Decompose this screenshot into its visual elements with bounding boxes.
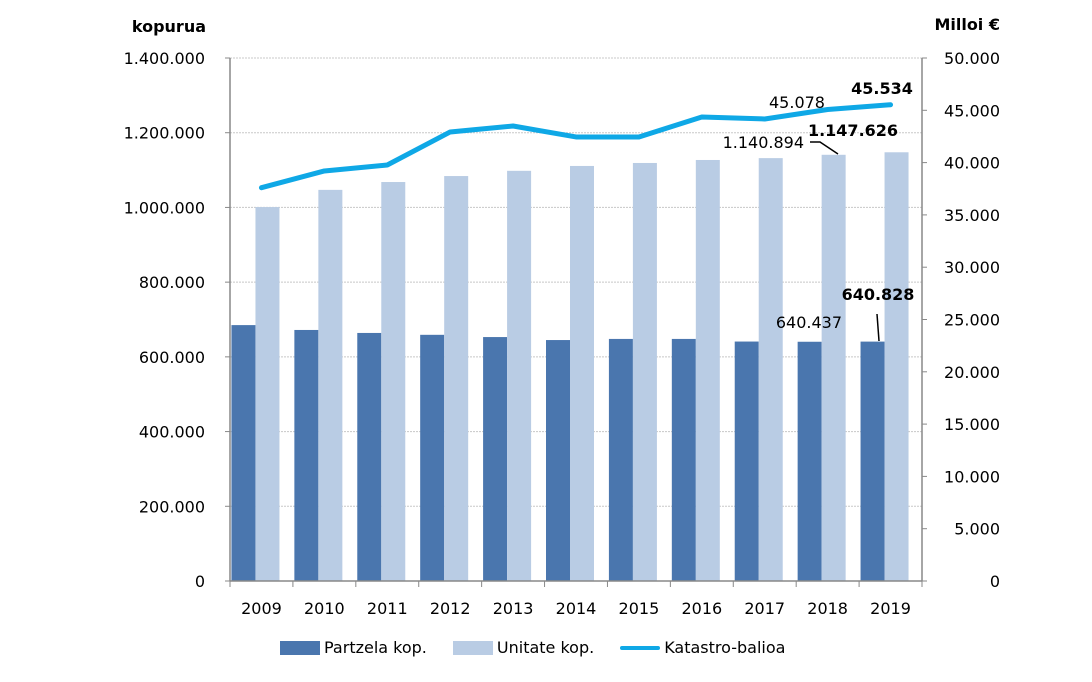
y-tick-label: 0 — [195, 572, 205, 591]
y-tick-label: 800.000 — [139, 273, 205, 292]
y2-tick-label: 50.000 — [944, 49, 1000, 68]
data-label: 45.078 — [769, 93, 825, 112]
bar-unitate — [695, 159, 720, 582]
axes: 0 200.000 400.000 600.000 800.000 1.000.000 1.… — [124, 49, 1000, 618]
y2-tick-label: 20.000 — [944, 363, 1000, 382]
data-label: 1.140.894 — [723, 133, 804, 152]
bar-unitate — [758, 158, 783, 582]
x-tick-label: 2015 — [619, 599, 660, 618]
bar-partzela — [734, 341, 759, 581]
legend-item-katastro: Katastro-balioa — [620, 638, 785, 657]
y2-tick-label: 15.000 — [944, 415, 1000, 434]
legend-swatch-katastro — [620, 645, 661, 650]
line-katastro-balioa — [258, 102, 894, 191]
y2-tick-label: 30.000 — [944, 258, 1000, 277]
y2-tick-label: 10.000 — [944, 467, 1000, 486]
legend-item-partzela: Partzela kop. — [280, 638, 427, 657]
x-tick-label: 2011 — [367, 599, 408, 618]
bar-partzela — [671, 338, 696, 581]
y2-tick-label: 35.000 — [944, 206, 1000, 225]
x-tick-label: 2014 — [556, 599, 597, 618]
x-tick-label: 2012 — [430, 599, 471, 618]
bar-partzela — [231, 325, 256, 581]
x-tick-label: 2009 — [241, 599, 282, 618]
bar-partzela — [294, 329, 319, 581]
bar-partzela — [797, 341, 822, 581]
x-tick-label: 2018 — [807, 599, 848, 618]
bar-unitate — [821, 154, 846, 581]
bar-partzela — [546, 340, 570, 581]
y2-tick-label: 0 — [990, 572, 1000, 591]
bar-unitate — [381, 182, 406, 582]
x-tick-label: 2010 — [304, 599, 345, 618]
data-label: 640.437 — [776, 313, 842, 332]
y2-axis-title: Milloi € — [934, 15, 1000, 34]
bar-unitate — [255, 207, 280, 581]
bar-partzela — [860, 341, 885, 581]
y-tick-label: 1.400.000 — [124, 49, 205, 68]
bar-unitate — [318, 189, 343, 581]
bar-unitate — [570, 165, 594, 581]
bar-unitate — [507, 170, 532, 581]
y-tick-label: 400.000 — [139, 423, 205, 442]
bar-partzela — [420, 334, 445, 581]
bar-partzela — [483, 337, 508, 581]
x-tick-label: 2016 — [681, 599, 722, 618]
legend: Partzela kop. Unitate kop. Katastro-bali… — [280, 638, 811, 657]
legend-label-partzela: Partzela kop. — [324, 638, 427, 657]
data-label: 45.534 — [851, 79, 913, 98]
bar-unitate — [632, 162, 657, 581]
legend-swatch-partzela — [280, 640, 320, 655]
line-series — [258, 102, 894, 191]
bar-unitate — [884, 152, 909, 581]
bar-partzela — [357, 332, 382, 581]
y2-tick-label: 25.000 — [944, 311, 1000, 330]
legend-label-unitate: Unitate kop. — [496, 638, 595, 657]
y-axis-title: kopurua — [132, 17, 206, 36]
y-tick-label: 1.200.000 — [124, 124, 205, 143]
x-tick-label: 2013 — [493, 599, 534, 618]
bar-partzela — [608, 338, 633, 581]
data-label: 640.828 — [842, 285, 915, 304]
leader-line — [810, 141, 839, 155]
y2-tick-label: 45.000 — [944, 101, 1000, 120]
legend-item-unitate: Unitate kop. — [452, 638, 595, 657]
bar-unitate — [444, 176, 469, 581]
y-tick-label: 200.000 — [139, 497, 205, 516]
y-tick-label: 600.000 — [139, 348, 205, 367]
x-tick-label: 2019 — [870, 599, 911, 618]
legend-label-katastro: Katastro-balioa — [664, 638, 786, 657]
legend-swatch-unitate — [452, 640, 493, 655]
y-tick-label: 1.000.000 — [124, 198, 205, 217]
y2-tick-label: 5.000 — [954, 520, 1000, 539]
bars — [231, 152, 909, 582]
x-tick-label: 2017 — [744, 599, 785, 618]
leader-line — [876, 313, 880, 342]
data-label: 1.147.626 — [808, 121, 898, 140]
y2-tick-label: 40.000 — [944, 154, 1000, 173]
